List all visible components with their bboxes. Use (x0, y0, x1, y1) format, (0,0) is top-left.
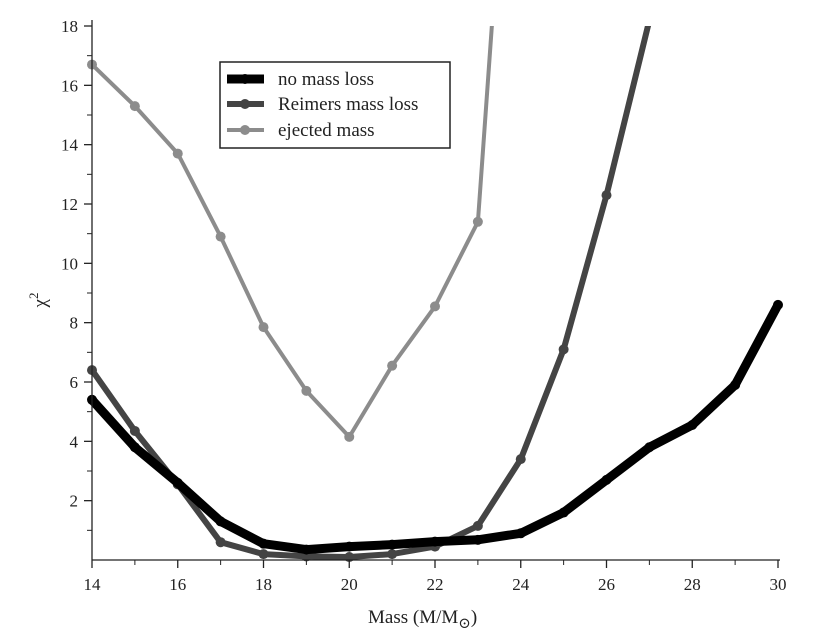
data-point (129, 442, 140, 453)
x-tick-label: 28 (684, 575, 701, 594)
series-layer (87, 26, 783, 563)
x-axis-label-sub: ⊙ (458, 616, 471, 632)
data-point (129, 101, 140, 112)
legend-entry-no-mass-loss: no mass loss (227, 69, 374, 90)
legend-label-reimers-mass-loss: Reimers mass loss (278, 94, 418, 115)
legend-label-ejected-mass: ejected mass (278, 120, 375, 141)
legend-marker-no-mass-loss (240, 74, 250, 84)
data-point (730, 379, 741, 390)
data-point (773, 299, 783, 310)
data-point (515, 454, 526, 465)
data-point (601, 474, 612, 485)
legend: no mass loss Reimers mass loss ejected m… (219, 61, 451, 149)
y-tick-label: 10 (61, 254, 78, 273)
x-tick-label: 14 (84, 575, 102, 594)
legend-marker-reimers-mass-loss (240, 99, 250, 109)
data-point (215, 231, 226, 242)
data-point (301, 544, 312, 555)
data-point (129, 425, 140, 436)
data-point (515, 528, 526, 539)
y-tick-label: 4 (70, 432, 79, 451)
data-point (472, 534, 483, 545)
data-point (687, 420, 698, 431)
y-tick-label: 18 (61, 17, 78, 36)
y-tick-label: 12 (61, 195, 78, 214)
x-tick-label: 20 (341, 575, 358, 594)
data-point (472, 216, 483, 227)
data-point (644, 442, 655, 453)
data-point (558, 507, 569, 518)
series-ejected-mass (87, 26, 494, 442)
x-tick-label: 26 (598, 575, 615, 594)
x-axis-label-main: Mass (M/M (368, 607, 458, 628)
y-tick-label: 8 (70, 314, 79, 333)
data-point (215, 537, 226, 548)
legend-marker-ejected-mass (240, 125, 250, 135)
data-point (172, 148, 183, 159)
y-tick-label: 6 (70, 373, 79, 392)
data-point (387, 549, 398, 560)
x-tick-label: 16 (169, 575, 186, 594)
legend-label-no-mass-loss: no mass loss (278, 69, 374, 90)
series-no-mass-loss (87, 299, 783, 555)
x-axis-label: Mass (M/M⊙) (368, 607, 477, 632)
data-point (344, 431, 355, 442)
y-tick-label: 2 (70, 492, 79, 511)
y-tick-label: 16 (61, 76, 78, 95)
data-point (472, 520, 483, 531)
data-point (172, 477, 183, 488)
data-point (344, 541, 355, 552)
data-point (258, 322, 269, 333)
data-point (558, 344, 569, 355)
series-line (87, 300, 783, 555)
data-point (258, 549, 269, 560)
x-tick-label: 18 (255, 575, 272, 594)
data-point (601, 190, 612, 201)
data-point (301, 385, 312, 396)
data-point (430, 301, 440, 312)
data-point (387, 360, 398, 371)
x-tick-label: 22 (427, 575, 444, 594)
y-axis-label-main: χ (30, 298, 51, 308)
data-point (387, 539, 398, 550)
data-point (215, 516, 226, 527)
y-axis-label: χ2 (26, 293, 51, 309)
data-point (430, 536, 440, 547)
x-tick-label: 30 (770, 575, 787, 594)
legend-entry-reimers-mass-loss: Reimers mass loss (227, 94, 418, 115)
y-axis-label-sup: 2 (26, 293, 41, 300)
x-tick-label: 24 (512, 575, 530, 594)
data-point (258, 538, 269, 549)
x-axis-label-close: ) (471, 607, 477, 628)
legend-entry-ejected-mass: ejected mass (227, 120, 375, 141)
y-tick-label: 14 (61, 136, 79, 155)
